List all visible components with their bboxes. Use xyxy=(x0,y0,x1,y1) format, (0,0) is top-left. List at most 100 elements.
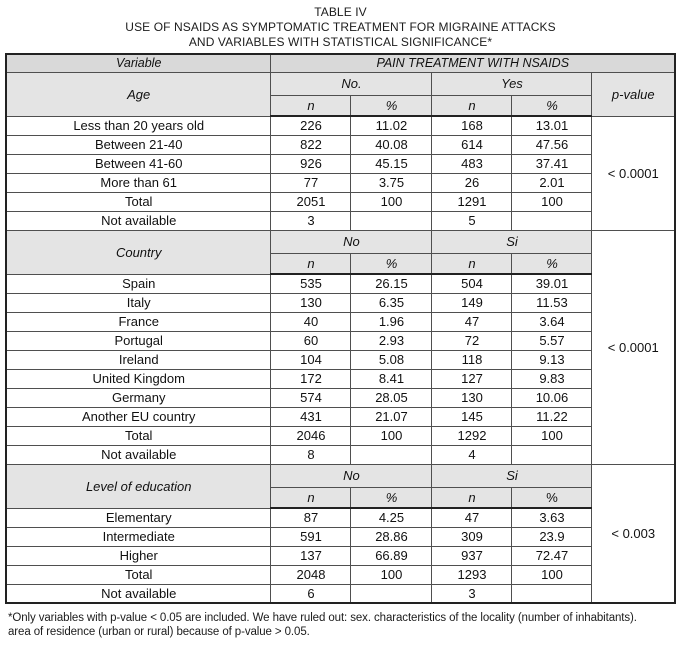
data-cell: 39.01 xyxy=(511,273,593,294)
data-cell: 172 xyxy=(270,368,352,389)
row-label: Germany xyxy=(5,387,272,408)
p-value-cell: < 0.0001 xyxy=(591,229,676,465)
data-cell: 28.05 xyxy=(350,387,433,408)
row-label: Another EU country xyxy=(5,406,272,427)
n-subheader: n xyxy=(270,94,352,117)
data-cell: 9.83 xyxy=(511,368,593,389)
data-cell: 8.41 xyxy=(350,368,433,389)
row-label: France xyxy=(5,311,272,332)
section-subheader-row: n% n% xyxy=(6,252,675,275)
row-label: Elementary xyxy=(5,507,272,528)
row-label: Less than 20 years old xyxy=(5,115,272,136)
data-cell: 3.75 xyxy=(350,172,433,193)
table-row: Total 2048 100 1293 100 xyxy=(5,564,675,585)
data-cell: 431 xyxy=(270,406,352,427)
table-row: Ireland 104 5.08 118 9.13 xyxy=(5,349,675,370)
data-cell: 137 xyxy=(270,545,352,566)
table-title-line-2: AND VARIABLES WITH STATISTICAL SIGNIFICA… xyxy=(188,35,493,49)
data-cell: 822 xyxy=(270,134,352,155)
data-cell: 77 xyxy=(270,172,352,193)
n-subheader: n xyxy=(431,252,513,275)
p-value-column-header: p-value xyxy=(591,71,676,117)
row-label: Spain xyxy=(5,273,272,294)
row-label: Between 41-60 xyxy=(5,153,272,174)
data-cell: 5.08 xyxy=(350,349,433,370)
data-cell: 3.63 xyxy=(511,507,593,528)
table-title-line-1: USE OF NSAIDS AS SYMPTOMATIC TREATMENT F… xyxy=(125,20,556,34)
treatment-column-header: PAIN TREATMENT WITH NSAIDS xyxy=(270,53,676,73)
pct-subheader: % xyxy=(511,252,593,275)
data-cell: 26 xyxy=(431,172,513,193)
data-cell: 483 xyxy=(431,153,513,174)
table-header-row: Variable PAIN TREATMENT WITH NSAIDS xyxy=(5,53,676,73)
table-number: TABLE IV xyxy=(314,5,367,19)
data-cell: 11.02 xyxy=(350,115,433,136)
row-label: Portugal xyxy=(5,330,272,351)
data-cell: 130 xyxy=(431,387,513,408)
data-cell: 13.01 xyxy=(511,115,593,136)
data-cell: 37.41 xyxy=(511,153,593,174)
data-cell xyxy=(511,210,593,231)
p-value-cell: < 0.0001 xyxy=(591,115,676,231)
table-row: Between 21-40 822 40.08 614 47.56 xyxy=(5,134,675,155)
data-cell xyxy=(511,444,593,465)
row-label: Total xyxy=(5,191,272,212)
pct-subheader: % xyxy=(350,486,433,509)
data-cell: 21.07 xyxy=(350,406,433,427)
data-cell: 47 xyxy=(431,311,513,332)
data-cell: 3 xyxy=(270,210,352,231)
table-row: United Kingdom 172 8.41 127 9.83 xyxy=(5,368,675,389)
data-cell: 28.86 xyxy=(350,526,433,547)
pct-subheader: % xyxy=(511,486,593,509)
row-label: More than 61 xyxy=(5,172,272,193)
data-cell: 47 xyxy=(431,507,513,528)
pct-subheader: % xyxy=(511,94,593,117)
data-cell: 926 xyxy=(270,153,352,174)
row-label: Ireland xyxy=(5,349,272,370)
data-cell: 3 xyxy=(431,583,513,604)
data-cell: 1292 xyxy=(431,425,513,446)
data-cell: 2046 xyxy=(270,425,352,446)
data-cell: 100 xyxy=(350,425,433,446)
table-row: Less than 20 years old 226 11.02 168 13.01 < … xyxy=(5,115,676,231)
yes-column-header: Yes xyxy=(431,71,593,96)
data-cell: 100 xyxy=(511,564,593,585)
row-label: Between 21-40 xyxy=(5,134,272,155)
data-cell: 145 xyxy=(431,406,513,427)
row-label: Total xyxy=(5,564,272,585)
row-label: Intermediate xyxy=(5,526,272,547)
variable-column-header: Variable xyxy=(5,53,272,73)
no-column-header: No xyxy=(270,229,433,254)
table-row: Total 2051 100 1291 100 xyxy=(5,191,675,212)
n-subheader: n xyxy=(270,252,352,275)
section-name-header: Country xyxy=(5,229,272,275)
data-cell: 2048 xyxy=(270,564,352,585)
section-subheader-row: n% n% xyxy=(6,94,675,117)
pct-subheader: % xyxy=(350,94,433,117)
section-header-row: Age No. Yes p-value xyxy=(5,71,676,117)
data-cell xyxy=(350,444,433,465)
row-label: Higher xyxy=(5,545,272,566)
data-cell: 11.53 xyxy=(511,292,593,313)
data-cell: 72.47 xyxy=(511,545,593,566)
data-cell: 1.96 xyxy=(350,311,433,332)
yes-column-header: Si xyxy=(431,463,593,488)
data-cell: 5.57 xyxy=(511,330,593,351)
data-cell: 100 xyxy=(350,191,433,212)
data-cell: 11.22 xyxy=(511,406,593,427)
data-cell: 47.56 xyxy=(511,134,593,155)
data-cell: 100 xyxy=(350,564,433,585)
table-row: Between 41-60 926 45.15 483 37.41 xyxy=(5,153,675,174)
data-cell: 168 xyxy=(431,115,513,136)
table-row: Not available 8 4 xyxy=(5,444,675,465)
table-row: Germany 574 28.05 130 10.06 xyxy=(5,387,675,408)
section-subheader-row: n% n% xyxy=(6,486,675,509)
table-row: Not available 6 3 xyxy=(5,583,675,604)
data-cell: 9.13 xyxy=(511,349,593,370)
table-row: Italy 130 6.35 149 11.53 xyxy=(5,292,675,313)
table-row: More than 61 77 3.75 26 2.01 xyxy=(5,172,675,193)
data-cell: 1293 xyxy=(431,564,513,585)
data-cell: 614 xyxy=(431,134,513,155)
data-cell xyxy=(350,583,433,604)
data-cell: 3.64 xyxy=(511,311,593,332)
